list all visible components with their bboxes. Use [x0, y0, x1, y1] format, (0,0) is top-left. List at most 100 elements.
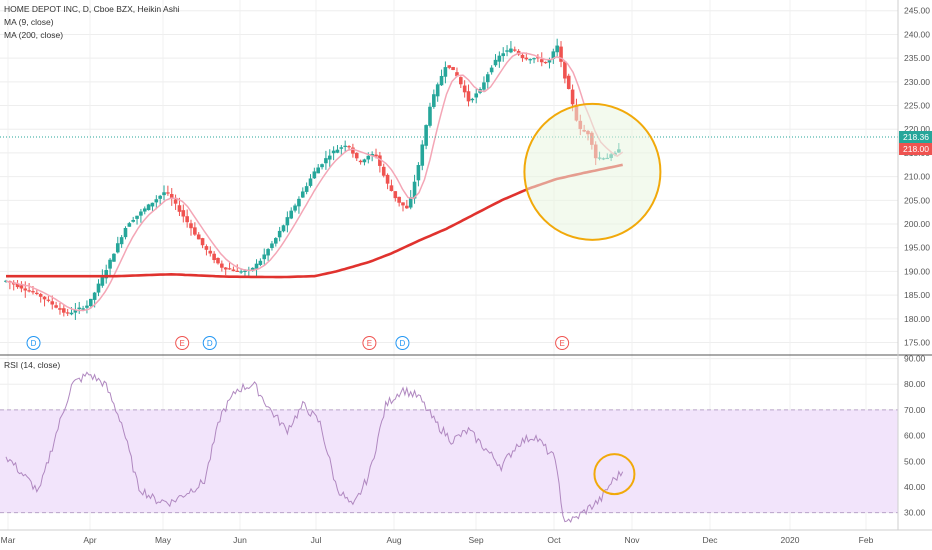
candle: [35, 289, 39, 296]
chart-title: HOME DEPOT INC, D, Cboe BZX, Heikin Ashi: [4, 4, 180, 14]
candle: [563, 60, 567, 84]
rsi-tick-label: 30.00: [904, 508, 926, 518]
candle: [154, 195, 159, 210]
candle: [262, 248, 267, 265]
candle: [104, 264, 109, 284]
candle: [343, 140, 347, 153]
candle: [112, 253, 116, 262]
candle: [146, 203, 151, 211]
candle: [327, 149, 332, 168]
candle: [347, 145, 351, 150]
event-marker-label: D: [400, 339, 406, 348]
candle: [216, 257, 220, 265]
price-tick-label: 225.00: [904, 101, 930, 111]
time-tick-label: Jun: [233, 535, 247, 545]
candle: [462, 80, 467, 98]
event-marker: E: [555, 336, 570, 350]
candle: [509, 41, 513, 54]
candle: [539, 52, 544, 67]
candle: [466, 84, 471, 107]
candle: [389, 179, 394, 192]
candle: [177, 197, 182, 217]
price-axis: 245.00240.00235.00230.00225.00220.00215.…: [904, 6, 930, 348]
candle: [166, 185, 170, 196]
candle: [27, 283, 31, 293]
candle: [405, 199, 409, 209]
candle: [270, 240, 274, 251]
candle: [289, 207, 294, 220]
candle: [397, 196, 401, 207]
candle: [528, 58, 532, 64]
event-marker: E: [362, 336, 377, 350]
candle: [77, 301, 82, 314]
candle: [42, 296, 47, 307]
candle: [555, 38, 559, 58]
candle: [497, 51, 502, 68]
time-tick-label: 2020: [781, 535, 800, 545]
candle: [139, 208, 143, 223]
candle: [354, 152, 359, 161]
candle: [381, 163, 386, 178]
candle: [223, 267, 228, 276]
candle: [331, 146, 336, 161]
candle: [142, 206, 147, 215]
highlight-circle-price: [523, 102, 662, 241]
candle: [11, 280, 16, 291]
price-tick-label: 190.00: [904, 266, 930, 276]
price-tag-label: 218.00: [903, 144, 929, 154]
candle: [297, 196, 301, 214]
candle: [501, 47, 506, 62]
candle: [559, 41, 563, 68]
candle: [489, 65, 494, 75]
candle: [150, 202, 155, 211]
candle: [474, 89, 479, 104]
price-tick-label: 195.00: [904, 243, 930, 253]
candle: [351, 143, 355, 158]
candle: [135, 215, 139, 225]
candle: [428, 102, 432, 128]
rsi-tick-label: 70.00: [904, 405, 926, 415]
candle: [158, 194, 162, 206]
event-marker-label: E: [367, 339, 372, 348]
price-tick-label: 230.00: [904, 77, 930, 87]
candle: [505, 45, 509, 57]
candle: [536, 54, 540, 63]
price-tick-label: 245.00: [904, 6, 930, 16]
candle: [393, 191, 398, 202]
candle: [162, 185, 166, 201]
rsi-axis: 90.00 80.00 70.00 60.00 50.00 40.00 30.00: [904, 354, 926, 518]
candle: [85, 300, 89, 314]
candle: [420, 140, 425, 171]
candle: [231, 266, 236, 272]
candle: [108, 257, 112, 275]
candle: [362, 158, 367, 166]
candle: [358, 159, 363, 165]
candle: [254, 259, 259, 276]
candle: [300, 187, 305, 198]
time-tick-label: Aug: [386, 535, 401, 545]
candle: [532, 57, 536, 64]
candle: [339, 145, 344, 156]
candle: [131, 216, 135, 223]
rsi-line: [5, 371, 624, 523]
ma9-legend: MA (9, close): [4, 17, 54, 27]
candle: [169, 188, 174, 206]
candle: [100, 269, 105, 288]
candle: [447, 65, 452, 70]
price-tick-label: 175.00: [904, 338, 930, 348]
rsi-tick-label: 40.00: [904, 482, 926, 492]
event-marker: D: [395, 336, 410, 350]
rsi-legend: RSI (14, close): [4, 360, 61, 370]
event-marker-label: E: [559, 339, 564, 348]
rsi-tick-label: 50.00: [904, 456, 926, 466]
rsi-tick-label: 90.00: [904, 354, 926, 364]
time-tick-label: Nov: [624, 535, 640, 545]
time-tick-label: Dec: [702, 535, 718, 545]
candle: [65, 308, 70, 316]
rsi-tick-label: 60.00: [904, 431, 926, 441]
candle: [551, 48, 556, 64]
candle: [277, 226, 282, 242]
candle: [412, 174, 417, 204]
ma200-legend: MA (200, close): [4, 30, 64, 40]
